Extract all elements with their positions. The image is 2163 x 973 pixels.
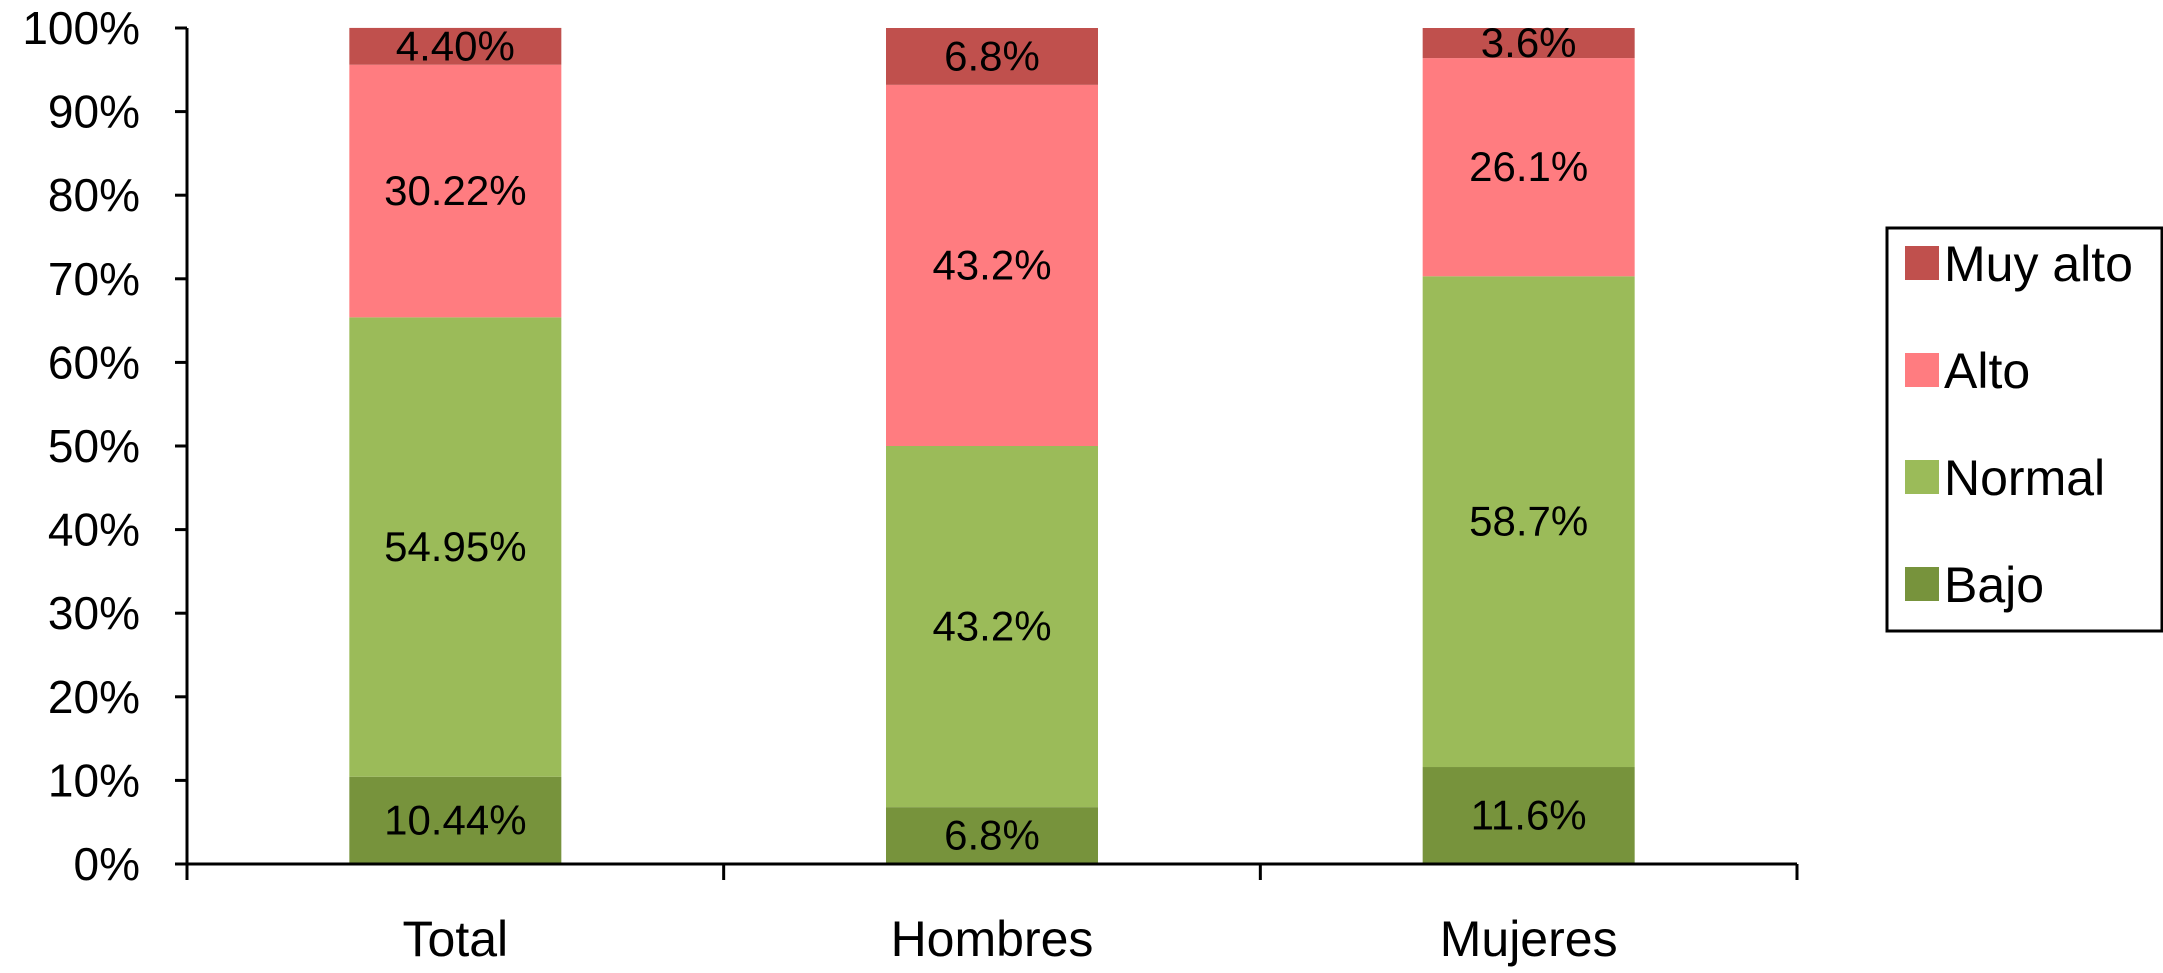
- bar-total-normal: [349, 317, 562, 777]
- y-tick-label: 20%: [48, 671, 140, 723]
- y-tick-label: 80%: [48, 169, 140, 221]
- bar-total-bajo: [349, 776, 562, 864]
- y-tick-label: 30%: [48, 587, 140, 639]
- legend-swatch-muy-alto: [1905, 246, 1939, 280]
- legend-label-bajo: Bajo: [1944, 557, 2044, 613]
- bar-mujeres-alto: [1422, 58, 1635, 277]
- data-label-total-normal: 54.95%: [384, 523, 526, 570]
- data-label-mujeres-muy-alto: 3.6%: [1481, 19, 1577, 66]
- data-label-mujeres-alto: 26.1%: [1469, 143, 1588, 190]
- data-labels-layer: 10.44% 54.95% 30.22% 4.40% 6.8% 43.2% 43.2% 6.8…: [384, 19, 1588, 859]
- bar-hombres-normal: [886, 446, 1098, 808]
- x-tick-label-mujeres: Mujeres: [1440, 911, 1618, 967]
- data-label-mujeres-bajo: 11.6%: [1471, 792, 1587, 839]
- bar-hombres-muy-alto: [886, 28, 1098, 85]
- bar-hombres-alto: [886, 84, 1098, 447]
- bar-total-alto: [349, 64, 562, 318]
- x-tick-label-hombres: Hombres: [891, 911, 1094, 967]
- data-label-mujeres-normal: 58.7%: [1469, 498, 1588, 545]
- axes-layer: 0% 10% 20% 30% 40% 50% 60% 70% 80% 90% 100% Total Ho…: [22, 2, 1799, 967]
- y-tick-label: 70%: [48, 253, 140, 305]
- bar-hombres-bajo: [886, 807, 1098, 864]
- bar-total-muy-alto: [349, 27, 562, 65]
- x-tick-label-total: Total: [403, 911, 509, 967]
- y-tick-label: 100%: [22, 2, 140, 54]
- bar-mujeres-bajo: [1422, 767, 1635, 864]
- bar-mujeres-muy-alto: [1422, 28, 1635, 59]
- y-tick-label: 40%: [48, 504, 140, 556]
- legend-label-alto: Alto: [1944, 343, 2030, 399]
- y-tick-label: 0%: [74, 838, 140, 890]
- data-label-hombres-muy-alto: 6.8%: [944, 32, 1040, 79]
- data-label-hombres-bajo: 6.8%: [944, 812, 1040, 859]
- y-tick-label: 50%: [48, 420, 140, 472]
- bars-layer: [349, 27, 1635, 864]
- legend-label-muy-alto: Muy alto: [1944, 236, 2133, 292]
- data-label-hombres-normal: 43.2%: [932, 603, 1051, 650]
- data-label-hombres-alto: 43.2%: [932, 241, 1051, 288]
- legend-swatch-bajo: [1905, 567, 1939, 601]
- legend-swatch-alto: [1905, 353, 1939, 387]
- legend-label-normal: Normal: [1944, 450, 2105, 506]
- y-tick-label: 60%: [48, 336, 140, 388]
- y-tick-label: 10%: [48, 754, 140, 806]
- legend-box: [1885, 226, 2163, 633]
- bar-mujeres-normal: [1422, 276, 1635, 768]
- data-label-total-bajo: 10.44%: [384, 796, 526, 843]
- data-label-total-alto: 30.22%: [384, 167, 526, 214]
- legend-swatch-normal: [1905, 460, 1939, 494]
- y-tick-label: 90%: [48, 86, 140, 138]
- data-label-total-muy-alto: 4.40%: [396, 22, 515, 69]
- legend: Muy alto Alto Normal Bajo: [1885, 226, 2163, 633]
